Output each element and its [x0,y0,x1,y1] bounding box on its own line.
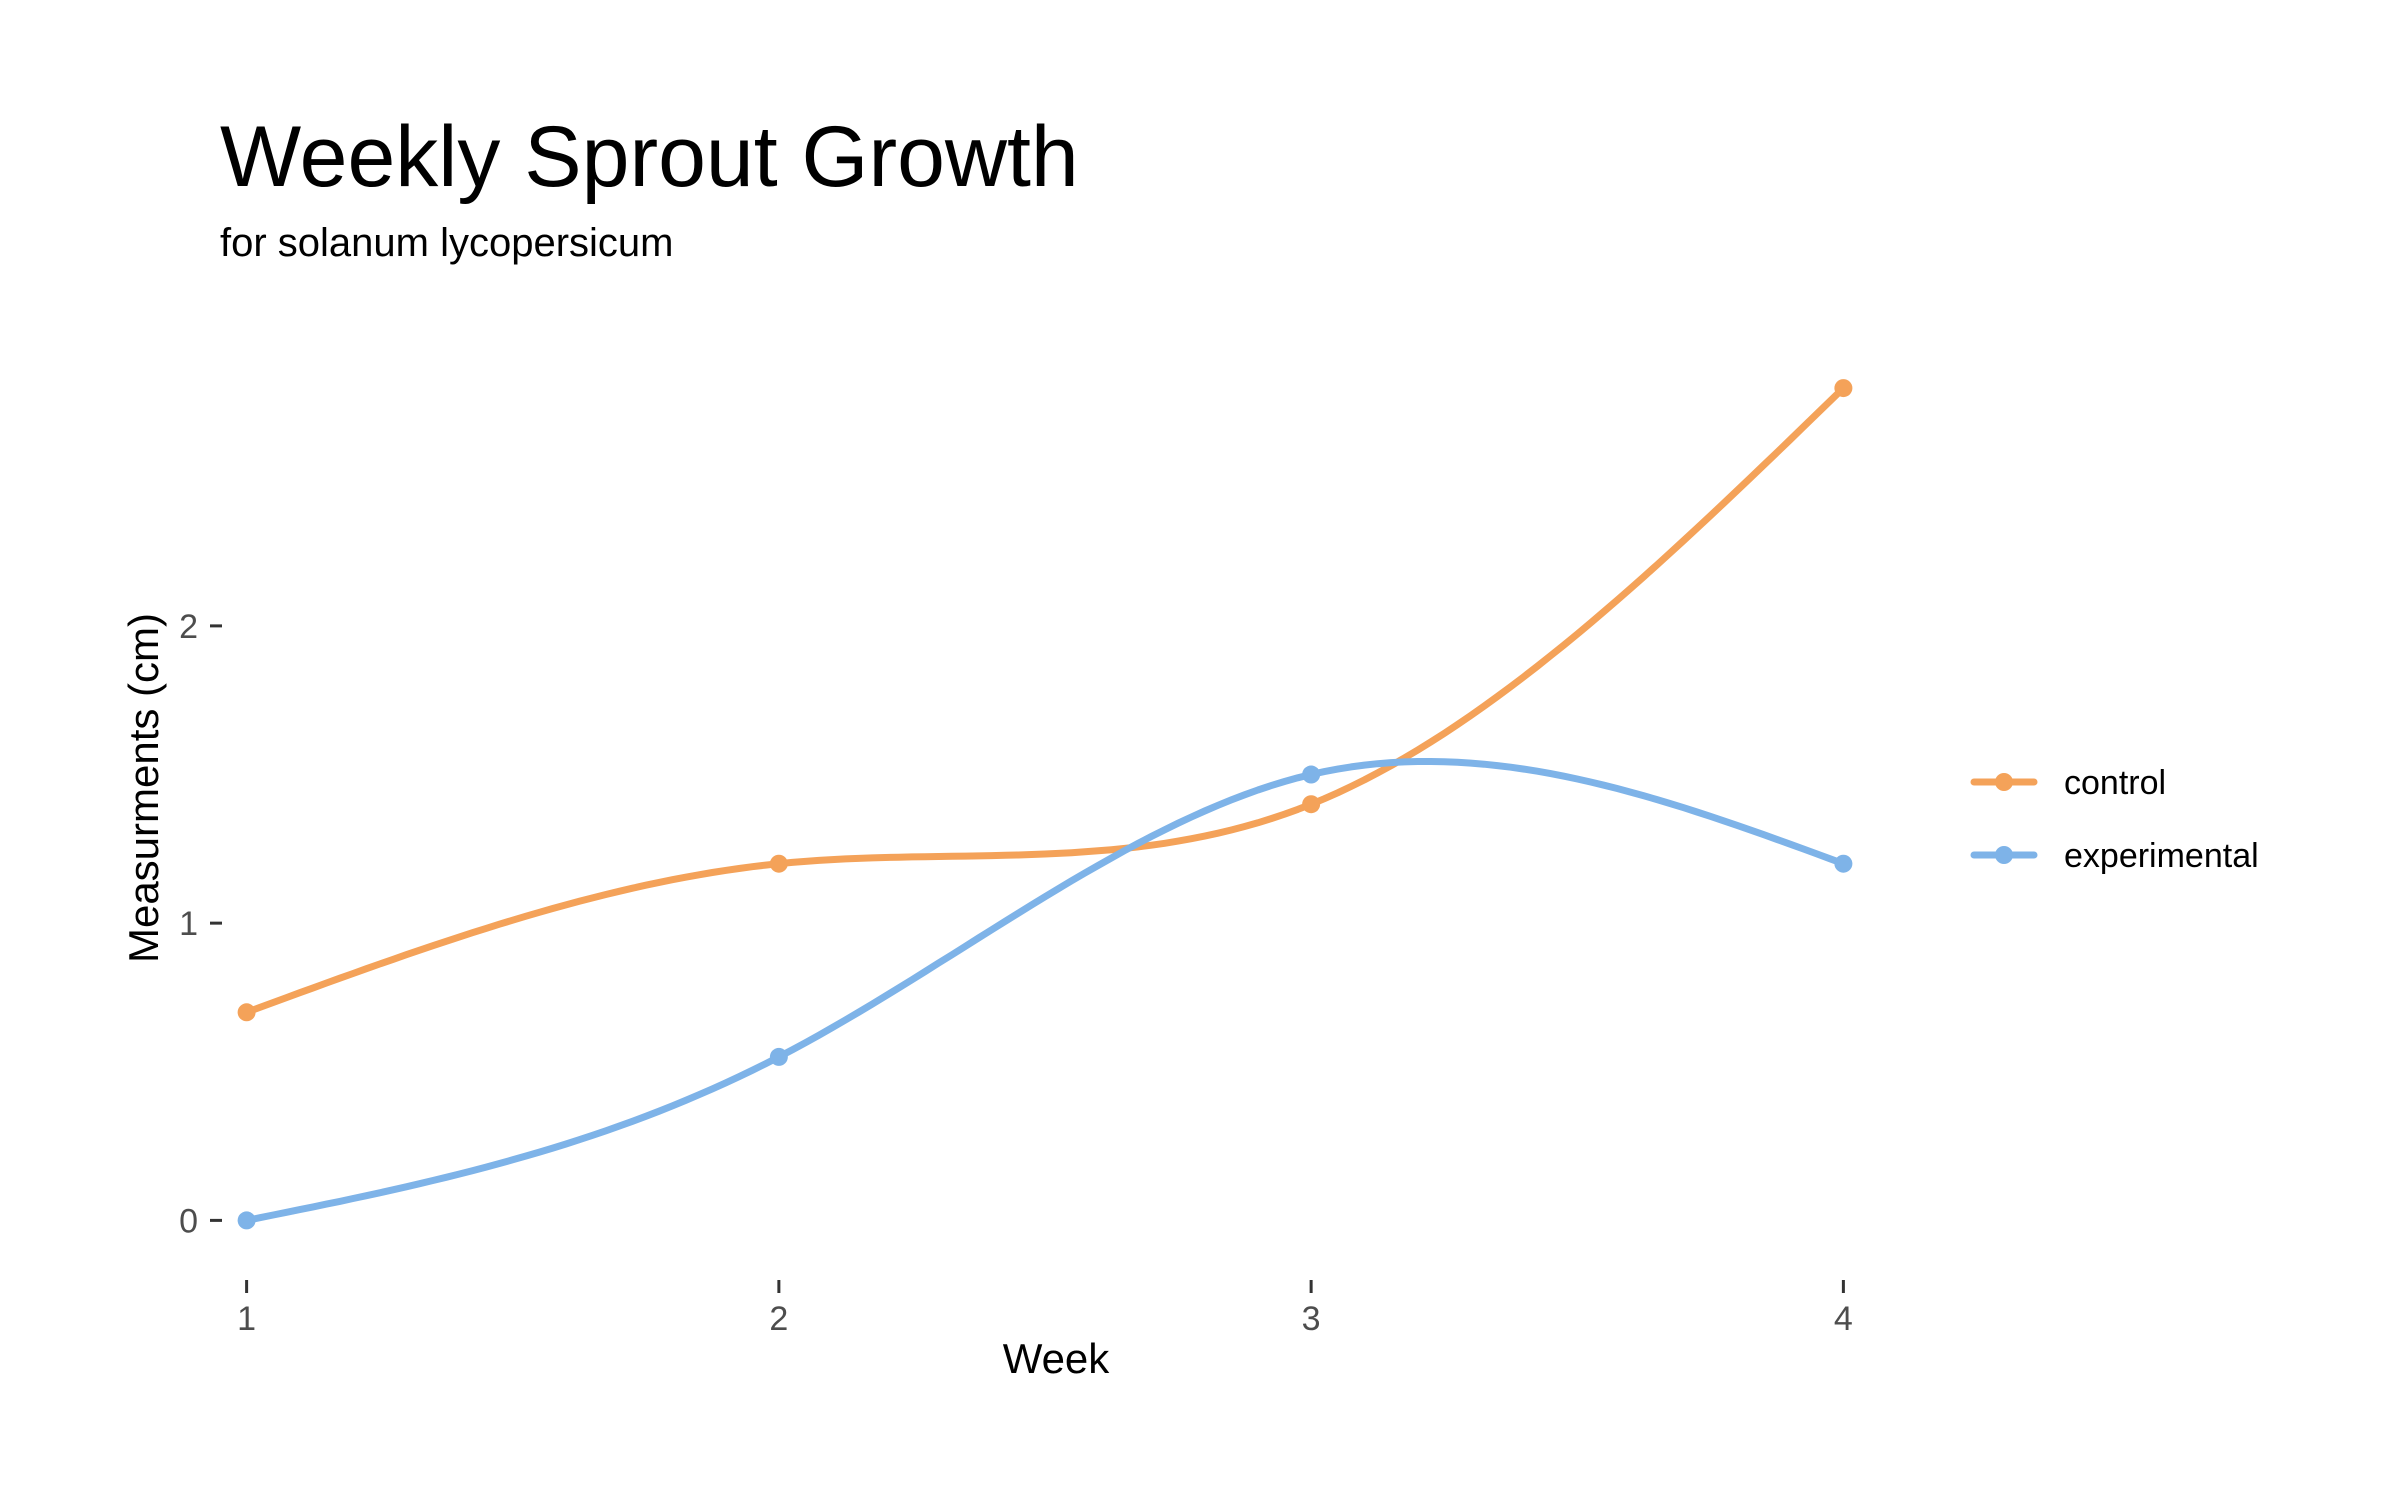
legend-label-control: control [2064,764,2166,802]
legend: control experimental [1970,764,2259,875]
data-point-control-3 [1302,795,1321,814]
x-axis-title: Week [1003,1335,1111,1382]
data-point-experimental-3 [1302,765,1321,784]
data-point-experimental-1 [237,1211,256,1230]
legend-key-point-experimental [1995,846,2013,864]
series-line-experimental [243,758,1847,1224]
series-line-control [243,384,1847,1016]
y-tick-label-1: 1 [179,905,198,943]
data-point-control-4 [1834,379,1853,398]
data-point-control-2 [769,854,788,873]
series-layer [237,379,1853,1230]
legend-key-point-control [1995,773,2013,791]
y-tick-label-0: 0 [179,1202,198,1240]
data-point-control-1 [237,1003,256,1022]
y-axis: 0 1 2 [179,608,222,1240]
y-axis-title: Measurments (cm) [120,613,167,963]
x-tick-label-2: 3 [1302,1300,1321,1338]
legend-label-experimental: experimental [2064,837,2259,875]
data-point-experimental-2 [769,1047,788,1066]
x-tick-label-1: 2 [769,1300,788,1338]
y-tick-label-2: 2 [179,608,198,646]
data-point-experimental-4 [1834,854,1853,873]
x-tick-label-3: 4 [1834,1300,1853,1338]
x-tick-label-0: 1 [237,1300,256,1338]
chart-subtitle: for solanum lycopersicum [220,221,674,265]
x-axis: 1 2 3 4 [237,1280,1853,1338]
chart-title: Weekly Sprout Growth [220,109,1079,205]
